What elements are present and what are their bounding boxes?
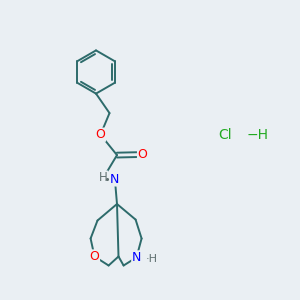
Text: H: H (99, 171, 108, 184)
Text: Cl: Cl (218, 128, 232, 142)
Text: ·H: ·H (146, 254, 158, 264)
Text: −H: −H (247, 128, 268, 142)
Text: N: N (110, 173, 120, 186)
Text: N: N (132, 251, 141, 264)
Text: O: O (90, 250, 99, 263)
Text: O: O (138, 148, 147, 161)
Text: O: O (96, 128, 105, 141)
